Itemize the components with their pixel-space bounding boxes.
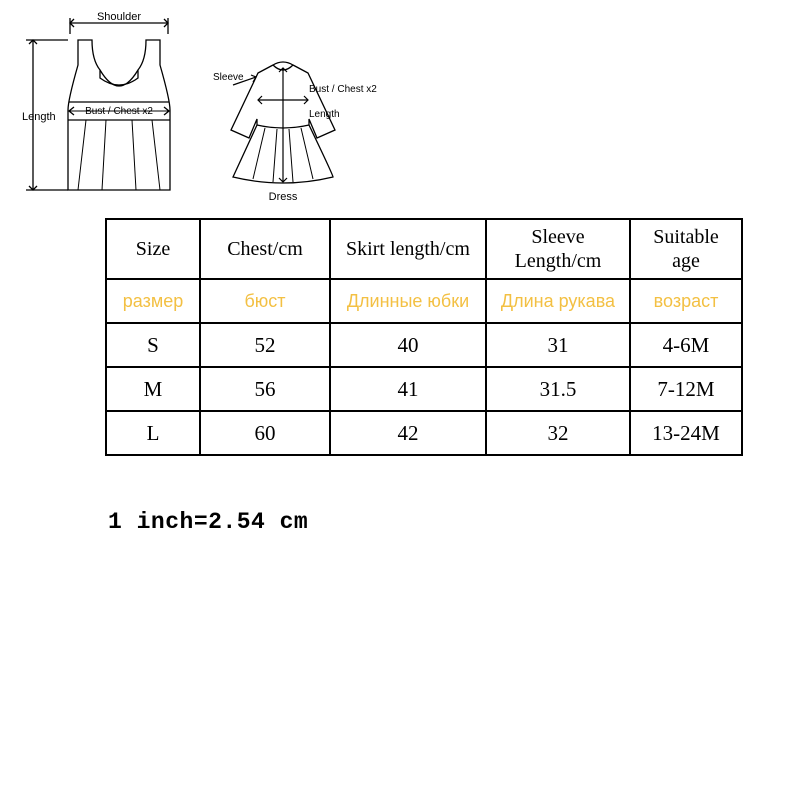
dress-bust-label: Bust / Chest x2 [309,84,377,95]
header-sleeve: Sleeve Length/cm [486,219,630,279]
cell-chest: 52 [200,323,330,367]
conversion-note: 1 inch=2.54 cm [108,509,308,535]
cell-sleeve: 31 [486,323,630,367]
cell-skirt: 41 [330,367,486,411]
table-row: M 56 41 31.5 7-12M [106,367,742,411]
cell-size: M [106,367,200,411]
cell-age: 7-12M [630,367,742,411]
garment-diagrams: Shoulder Bust / Chest x2 [18,10,378,210]
table-row: L 60 42 32 13-24M [106,411,742,455]
cell-age: 13-24M [630,411,742,455]
cell-sleeve: 32 [486,411,630,455]
ru-size: размер [106,279,200,323]
cell-skirt: 40 [330,323,486,367]
dress-sleeve-label: Sleeve [213,72,244,83]
header-chest: Chest/cm [200,219,330,279]
dress-diagram: Sleeve Bust / Chest x2 Length Dress [213,62,377,203]
ru-age: возраст [630,279,742,323]
cell-size: S [106,323,200,367]
cell-sleeve: 31.5 [486,367,630,411]
table-header-ru: размер бюст Длинные юбки Длина рукава во… [106,279,742,323]
cell-age: 4-6M [630,323,742,367]
header-size: Size [106,219,200,279]
header-skirt: Skirt length/cm [330,219,486,279]
dress-length-label: Length [309,109,340,120]
ru-skirt: Длинные юбки [330,279,486,323]
ru-sleeve: Длина рукава [486,279,630,323]
dress-type-label: Dress [269,191,298,203]
vest-diagram: Shoulder Bust / Chest x2 [22,11,170,190]
table-header-en: Size Chest/cm Skirt length/cm Sleeve Len… [106,219,742,279]
header-age: Suitable age [630,219,742,279]
svg-text:Length: Length [22,111,56,123]
cell-chest: 56 [200,367,330,411]
cell-size: L [106,411,200,455]
shoulder-label: Shoulder [97,11,141,23]
cell-skirt: 42 [330,411,486,455]
ru-chest: бюст [200,279,330,323]
size-chart: Size Chest/cm Skirt length/cm Sleeve Len… [105,218,743,456]
vest-bust-label: Bust / Chest x2 [85,106,153,117]
size-table: Size Chest/cm Skirt length/cm Sleeve Len… [105,218,743,456]
cell-chest: 60 [200,411,330,455]
table-row: S 52 40 31 4-6M [106,323,742,367]
